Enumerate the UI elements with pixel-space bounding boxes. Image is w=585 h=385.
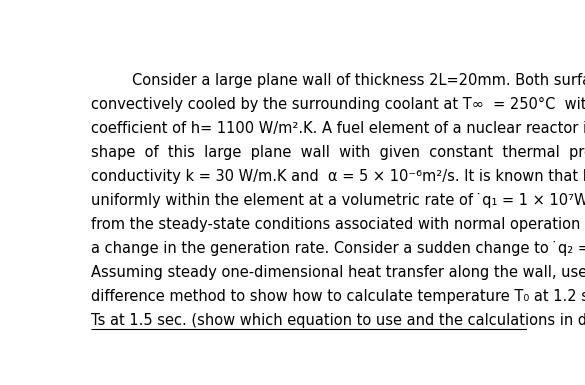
Text: conductivity k = 30 W/m.K and  α = 5 × 10⁻⁶m²/s. It is known that heat is genera: conductivity k = 30 W/m.K and α = 5 × 10… xyxy=(91,169,585,184)
Text: uniformly within the element at a volumetric rate of  ̇q₁ = 1 × 10⁷W/m³. A depar: uniformly within the element at a volume… xyxy=(91,193,585,208)
Text: Ts at 1.5 sec. (show which equation to use and the calculations in details): Ts at 1.5 sec. (show which equation to u… xyxy=(91,313,585,328)
Text: difference method to show how to calculate temperature T₀ at 1.2 sec and tempera: difference method to show how to calcula… xyxy=(91,289,585,304)
Text: a change in the generation rate. Consider a sudden change to  ̇q₂ = 2 × 10⁷W/m³.: a change in the generation rate. Conside… xyxy=(91,241,585,256)
Text: shape  of  this  large  plane  wall  with  given  constant  thermal  properties : shape of this large plane wall with give… xyxy=(91,145,585,160)
Text: coefficient of h= 1100 W/m².K. A fuel element of a nuclear reactor is considered: coefficient of h= 1100 W/m².K. A fuel el… xyxy=(91,121,585,136)
Text: Consider a large plane wall of thickness 2L=20mm. Both surfaces of the wall are: Consider a large plane wall of thickness… xyxy=(132,73,585,88)
Text: from the steady-state conditions associated with normal operation will occur if : from the steady-state conditions associa… xyxy=(91,217,585,232)
Text: convectively cooled by the surrounding coolant at T∞  = 250°C  with  a  heat  tr: convectively cooled by the surrounding c… xyxy=(91,97,585,112)
Text: Assuming steady one-dimensional heat transfer along the wall, use the explicit f: Assuming steady one-dimensional heat tra… xyxy=(91,265,585,280)
